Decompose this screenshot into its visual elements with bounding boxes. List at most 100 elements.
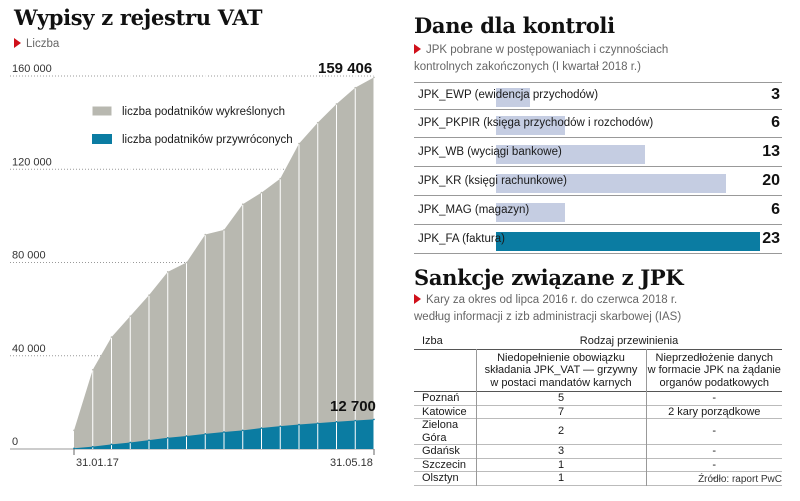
jpk-title: Dane dla kontroli — [414, 13, 615, 38]
chart-subtitle: Liczba — [14, 36, 59, 53]
table-row: Szczecin 1- — [414, 458, 782, 472]
table-cell-c1: 2 — [475, 418, 646, 445]
table-cell-c1: 7 — [475, 405, 646, 419]
head-group: Rodzaj przewinienia — [579, 334, 679, 347]
jpk-value: 23 — [762, 230, 780, 247]
head-col2-line1: Nieprzedłożenie danych — [655, 351, 773, 364]
data-point-restored — [241, 429, 244, 432]
x-tick-label: 31.01.17 — [76, 457, 119, 469]
data-point-restored — [223, 431, 225, 433]
table-cell-izba: Szczecin — [422, 458, 467, 471]
table-cell-c1: 1 — [475, 471, 646, 485]
table-cell-izba: Olsztyn — [422, 472, 459, 484]
data-point-removed — [335, 103, 338, 105]
data-point-restored — [335, 420, 338, 423]
jpk-bar — [496, 88, 531, 107]
data-point-removed — [110, 336, 113, 338]
red-triangle-icon — [414, 294, 421, 304]
annotation-removed: 159 406 — [318, 60, 372, 77]
jpk-label: JPK_EWP (ewidencja przychodów) — [418, 89, 599, 101]
jpk-subtitle-line1: JPK pobrane w postępowaniach i czynności… — [426, 44, 669, 56]
jpk-value: 6 — [771, 201, 780, 218]
head-col1: Niedopełnienie obowiązku składania JPK_V… — [475, 349, 646, 392]
data-point-removed — [73, 429, 75, 432]
table-cell-c2: - — [645, 391, 782, 405]
head-col2-line3: organów podatkowych — [659, 376, 769, 389]
table-cell-c1: 5 — [475, 391, 646, 405]
head-col2: Nieprzedłożenie danych w formacie JPK na… — [645, 349, 782, 392]
jpk-label: JPK_PKPIR (księga przychodów i rozchodów… — [418, 117, 654, 129]
chart-subtitle-text: Liczba — [26, 38, 60, 50]
sank-table: Izba Rodzaj przewinienia Niedopełnienie … — [414, 333, 782, 486]
table-cell-izba: Gdańsk — [422, 445, 460, 457]
head-izba: Izba — [422, 335, 443, 347]
data-point-removed — [316, 121, 319, 124]
annotation-restored: 12 700 — [330, 398, 376, 415]
data-point-removed — [91, 368, 94, 371]
jpk-value: 13 — [762, 143, 780, 160]
jpk-bar — [496, 203, 565, 222]
source-note: Źródło: raport PwC — [698, 474, 782, 485]
legend-swatch-removed — [91, 105, 113, 117]
data-point-restored — [260, 427, 263, 429]
y-tick-label: 80 000 — [12, 250, 46, 262]
jpk-bar — [496, 116, 565, 135]
jpk-bar — [496, 174, 726, 193]
legend-label-restored: liczba podatników przywróconych — [122, 134, 293, 146]
table-cell-c2: - — [645, 458, 782, 472]
legend-swatch-restored — [92, 134, 112, 144]
data-point-removed — [373, 76, 375, 79]
table-row: Olsztyn 1- — [414, 471, 782, 485]
data-point-removed — [185, 261, 188, 264]
data-point-removed — [166, 271, 169, 273]
data-point-removed — [354, 86, 357, 89]
sank-subtitle-line1: Kary za okres od lipca 2016 r. do czerwc… — [426, 294, 678, 306]
y-tick-label: 160 000 — [12, 63, 52, 75]
data-point-restored — [91, 445, 94, 448]
sank-subtitle-line2: według informacji z izb administracji sk… — [414, 311, 682, 323]
data-point-removed — [241, 203, 244, 206]
table-cell-izba: Poznań — [422, 392, 460, 404]
jpk-row: JPK_WB (wyciągi bankowe) 13 — [414, 140, 782, 167]
sank-subtitle: Kary za okres od lipca 2016 r. do czerwc… — [414, 292, 681, 326]
data-point-restored — [73, 447, 75, 450]
data-point-removed — [260, 191, 263, 194]
data-point-removed — [298, 142, 300, 145]
chart-title: Wypisy z rejestru VAT — [14, 5, 263, 30]
jpk-row: JPK_EWP (ewidencja przychodów) 3 — [414, 82, 782, 110]
data-point-restored — [279, 425, 282, 427]
data-point-removed — [279, 177, 282, 180]
jpk-row: JPK_KR (księgi rachunkowe) 20 — [414, 169, 782, 196]
table-row: Katowice 7 2 kary porządkowe — [414, 405, 782, 419]
jpk-value: 20 — [762, 172, 780, 189]
jpk-label: JPK_MAG (magazyn) — [418, 204, 530, 216]
legend-label-removed: liczba podatników wykreślonych — [122, 106, 285, 118]
jpk-label: JPK_KR (księgi rachunkowe) — [418, 175, 567, 187]
jpk-value: 3 — [771, 86, 780, 103]
data-point-restored — [166, 437, 169, 439]
table-cell-c1: 3 — [475, 444, 646, 458]
head-spacer — [414, 349, 476, 392]
table-row: Zielona Góra 2- — [414, 418, 782, 445]
table-cell-c2: - — [645, 418, 782, 445]
y-tick-label: 120 000 — [12, 156, 52, 168]
sank-title: Sankcje związane z JPK — [414, 265, 684, 290]
jpk-bar — [496, 145, 646, 164]
head-col1-line3: w postaci mandatów karnych — [490, 376, 632, 389]
table-cell-c2: 2 kary porządkowe — [645, 405, 782, 419]
data-point-restored — [354, 419, 357, 422]
data-point-restored — [129, 441, 132, 444]
data-point-restored — [148, 439, 150, 441]
jpk-subtitle: JPK pobrane w postępowaniach i czynności… — [414, 42, 668, 76]
jpk-row: JPK_PKPIR (księga przychodów i rozchodów… — [414, 111, 782, 138]
jpk-row: JPK_MAG (magazyn) 6 — [414, 198, 782, 225]
jpk-value: 6 — [771, 114, 780, 131]
data-point-restored — [316, 422, 319, 424]
data-point-removed — [129, 315, 132, 317]
data-point-removed — [204, 233, 207, 236]
table-cell-izba: Zielona Góra — [422, 419, 459, 444]
head-col1-line1: Niedopełnienie obowiązku — [497, 351, 625, 364]
data-point-removed — [148, 294, 150, 296]
table-cell-c2: - — [645, 444, 782, 458]
y-tick-label: 40 000 — [12, 343, 46, 355]
